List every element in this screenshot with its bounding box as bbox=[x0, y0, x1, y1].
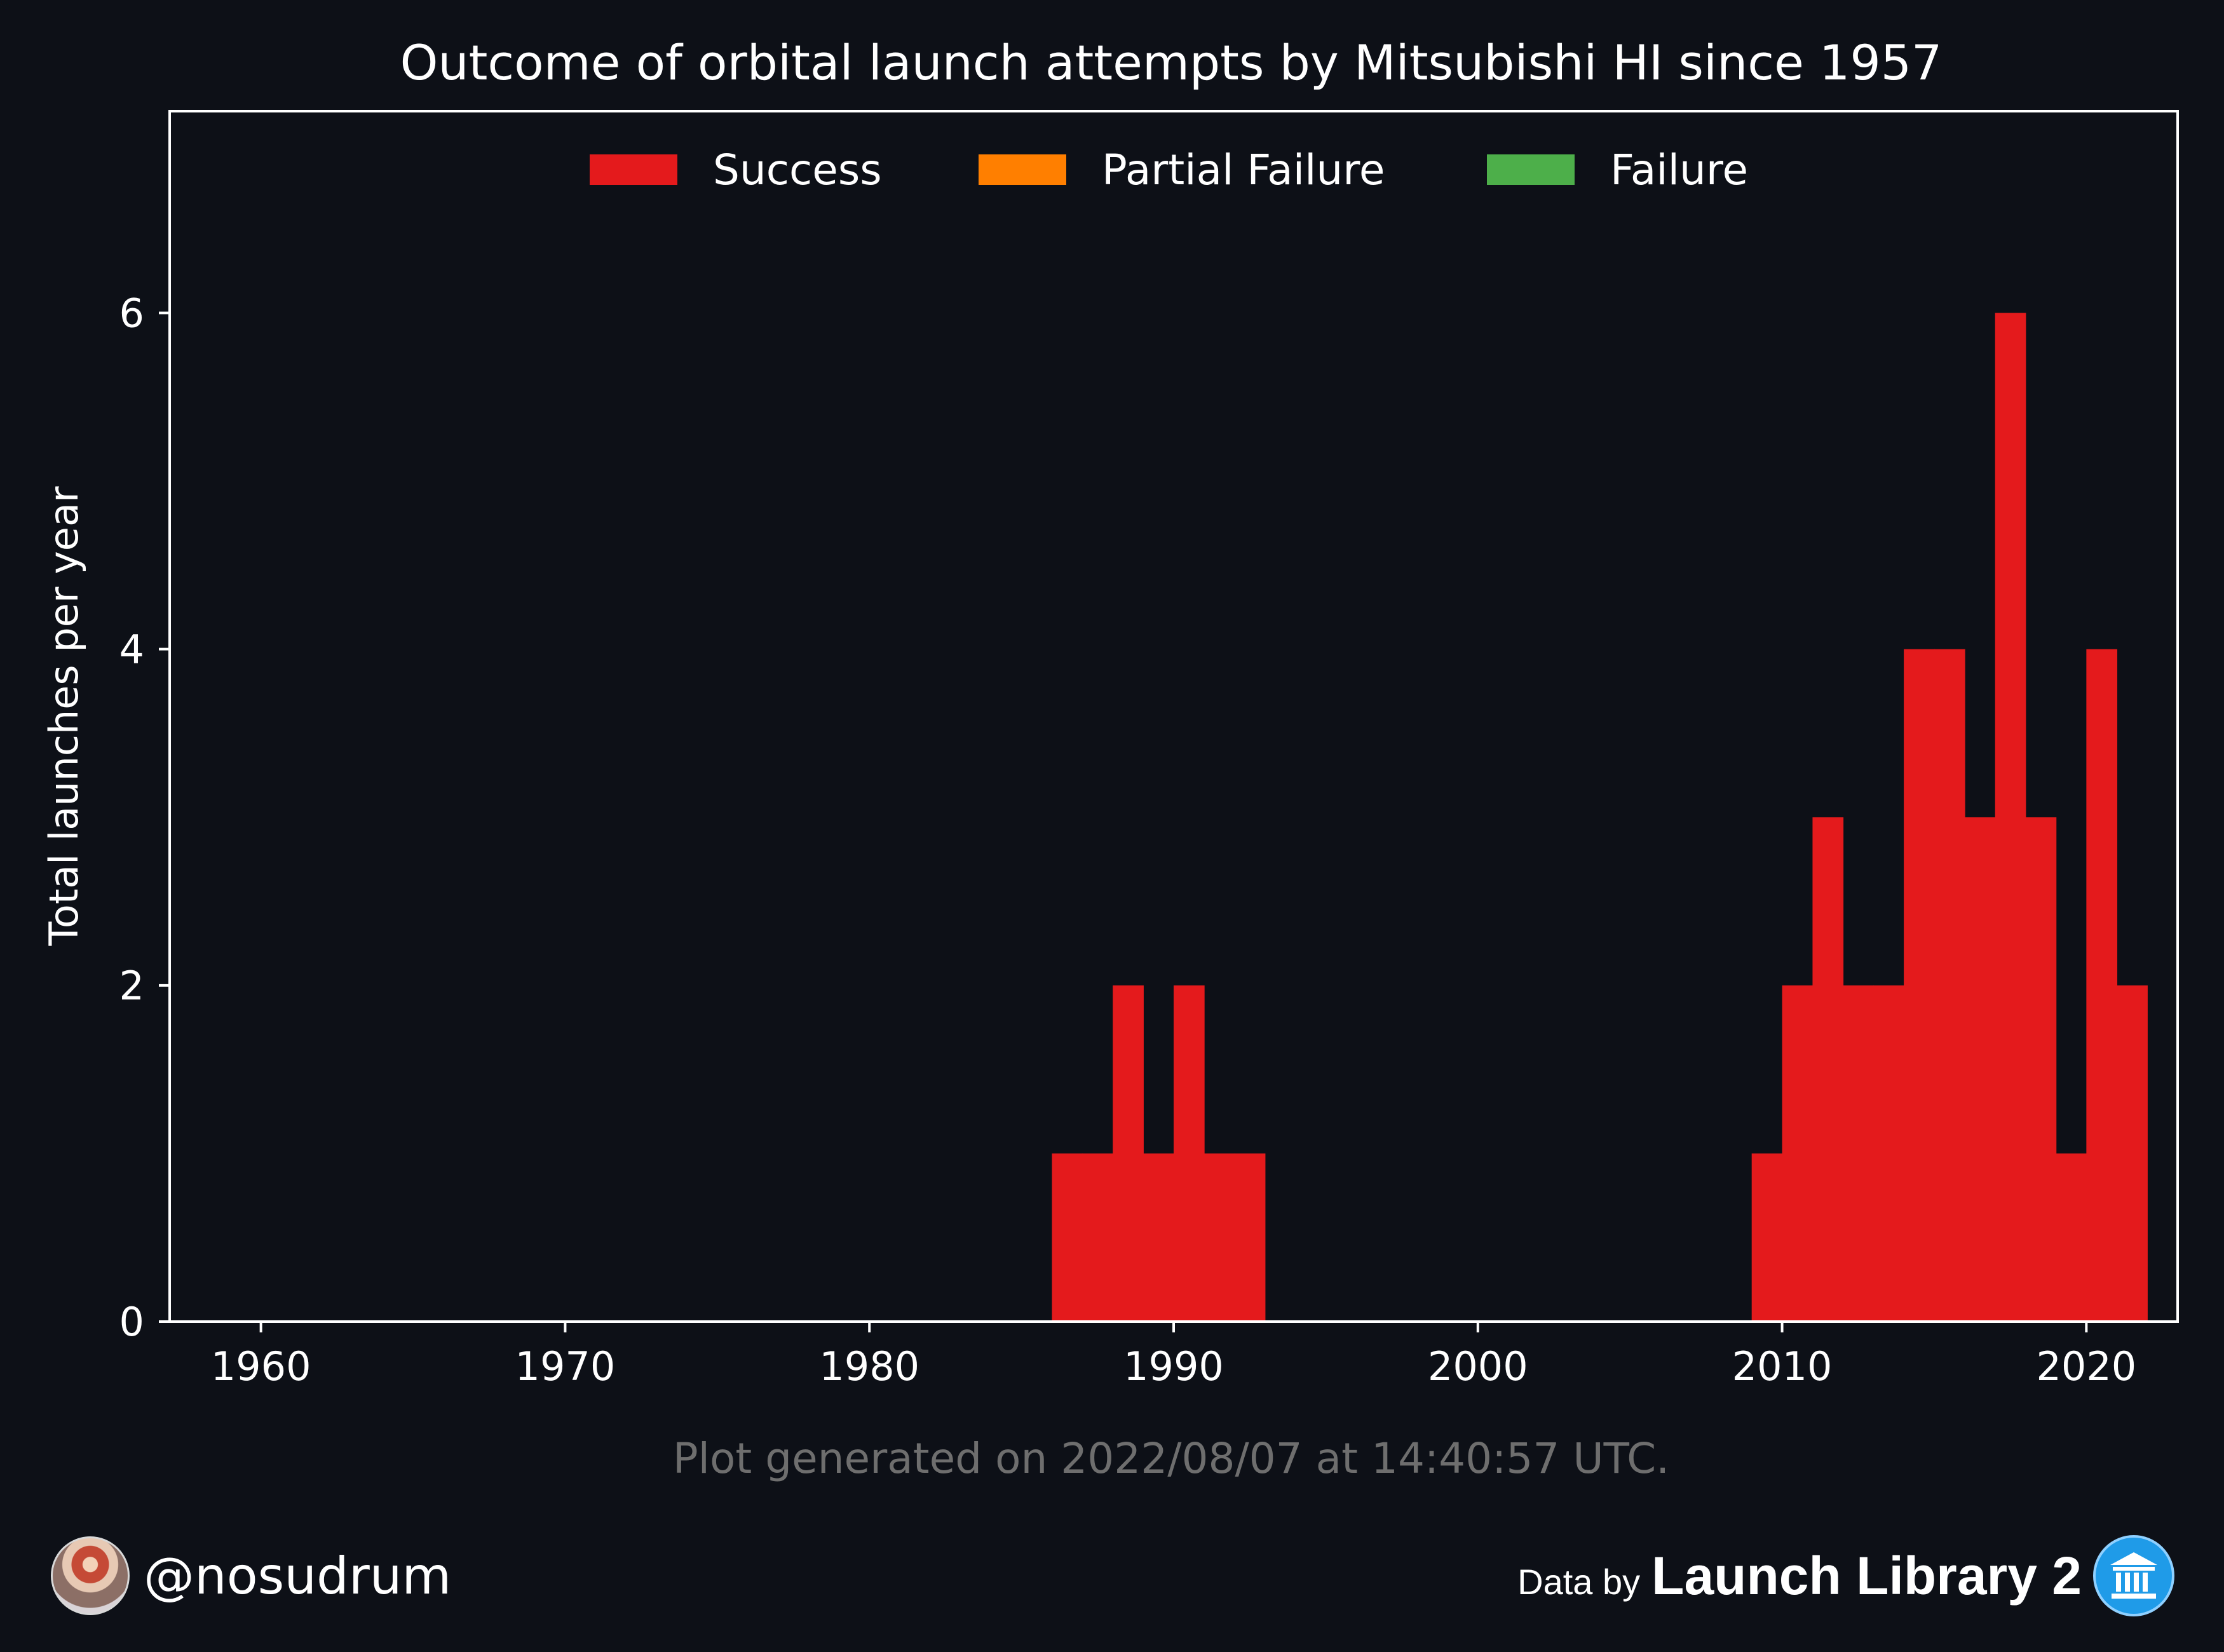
library-building-icon bbox=[2093, 1535, 2174, 1616]
data-source-credit: Data by Launch Library 2 bbox=[1517, 1534, 2174, 1617]
bar-success-2018 bbox=[2025, 817, 2057, 1322]
x-axis: 1960 1970 1980 1990 2000 2010 2020 bbox=[211, 1322, 2136, 1390]
bar-success-1986 bbox=[1052, 1153, 1083, 1322]
bar-success-2017 bbox=[1995, 313, 2026, 1322]
y-tick-label-6: 6 bbox=[119, 290, 144, 337]
bar-success-2012 bbox=[1843, 985, 1875, 1322]
bar-success-1988 bbox=[1113, 985, 1144, 1322]
y-tick-label-4: 4 bbox=[119, 626, 144, 673]
astronaut-avatar-icon bbox=[51, 1536, 130, 1615]
legend-label-failure: Failure bbox=[1610, 146, 1748, 194]
bar-success-1989 bbox=[1143, 1153, 1174, 1322]
bar-success-2011 bbox=[1812, 817, 1844, 1322]
data-source-name: Launch Library 2 bbox=[1651, 1545, 2082, 1606]
bar-success-2014 bbox=[1904, 649, 1935, 1322]
bar-success-1991 bbox=[1204, 1153, 1235, 1322]
y-axis: 0 2 4 6 bbox=[119, 290, 170, 1345]
bar-success-2013 bbox=[1873, 985, 1904, 1322]
bar-success-2010 bbox=[1782, 985, 1814, 1322]
bar-success-1987 bbox=[1082, 1153, 1114, 1322]
bar-success-2016 bbox=[1964, 817, 1996, 1322]
bar-success-1990 bbox=[1174, 985, 1205, 1322]
author-handle: @nosudrum bbox=[144, 1546, 452, 1606]
x-tick-label-1970: 1970 bbox=[515, 1343, 616, 1390]
legend-label-success: Success bbox=[713, 146, 882, 194]
x-tick-label-1960: 1960 bbox=[211, 1343, 311, 1390]
bars-layer bbox=[1052, 313, 2148, 1322]
x-tick-label-2020: 2020 bbox=[2036, 1343, 2136, 1390]
y-axis-label: Total launches per year bbox=[41, 486, 87, 946]
bar-success-1992 bbox=[1234, 1153, 1266, 1322]
x-tick-label-1980: 1980 bbox=[819, 1343, 919, 1390]
bar-success-2021 bbox=[2117, 985, 2148, 1322]
legend-swatch-partial-failure bbox=[979, 154, 1066, 185]
data-by-label: Data by bbox=[1517, 1561, 1641, 1602]
footnote: Plot generated on 2022/08/07 at 14:40:57… bbox=[673, 1434, 1669, 1483]
legend-label-partial-failure: Partial Failure bbox=[1102, 146, 1385, 194]
x-tick-label-2010: 2010 bbox=[1732, 1343, 1833, 1390]
author-credit: @nosudrum bbox=[51, 1534, 451, 1617]
bar-success-2020 bbox=[2086, 649, 2118, 1322]
bar-success-2009 bbox=[1751, 1153, 1783, 1322]
y-tick-label-0: 0 bbox=[119, 1299, 144, 1345]
bar-success-2019 bbox=[2056, 1153, 2087, 1322]
legend-swatch-failure bbox=[1487, 154, 1575, 185]
y-tick-label-2: 2 bbox=[119, 963, 144, 1009]
bar-success-2015 bbox=[1934, 649, 1965, 1322]
x-tick-label-1990: 1990 bbox=[1123, 1343, 1224, 1390]
x-tick-label-2000: 2000 bbox=[1428, 1343, 1528, 1390]
chart-title: Outcome of orbital launch attempts by Mi… bbox=[400, 34, 1943, 91]
legend-swatch-success bbox=[590, 154, 677, 185]
legend: Success Partial Failure Failure bbox=[590, 146, 1748, 194]
